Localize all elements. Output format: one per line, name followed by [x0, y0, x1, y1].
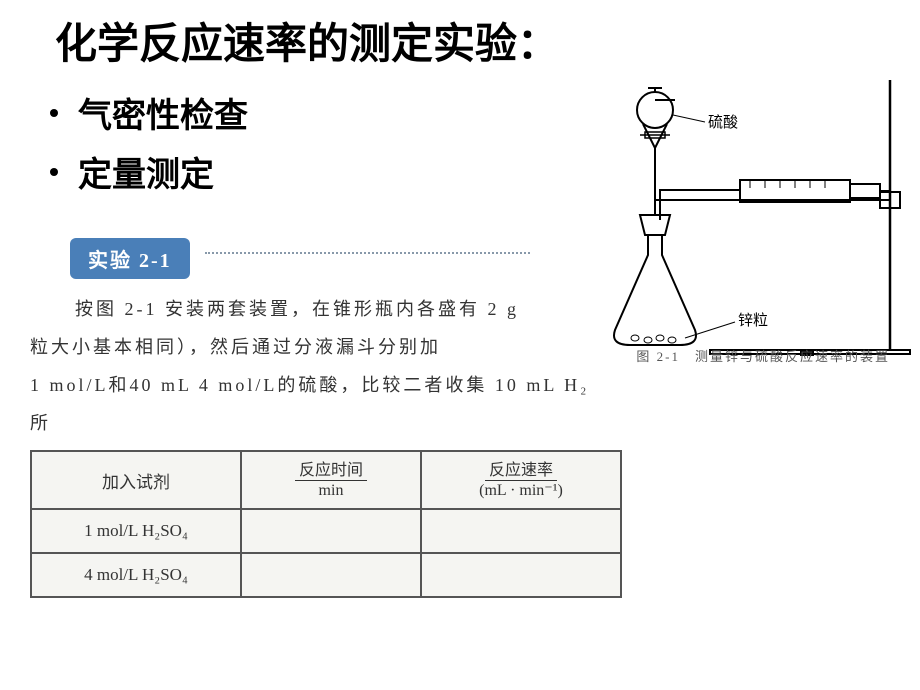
- experiment-badge: 实验 2-1: [70, 238, 190, 279]
- header-rate: 反应速率 (mL · min⁻¹): [421, 451, 621, 509]
- body-line: 按图 2-1 安装两套装置，在锥形瓶内各盛有 2 g: [30, 290, 590, 328]
- header-time: 反应时间 min: [241, 451, 421, 509]
- bullet-dot-icon: [50, 168, 58, 176]
- header-time-top: 反应时间: [295, 461, 367, 481]
- page-title: 化学反应速率的测定实验：: [55, 10, 559, 71]
- apparatus-diagram: 硫酸 锌粒: [540, 60, 920, 370]
- body-line: 粒大小基本相同），然后通过分液漏斗分别加: [30, 328, 590, 366]
- data-table: 加入试剂 反应时间 min 反应速率 (mL · min⁻¹) 1 mol/L …: [30, 450, 622, 598]
- header-rate-top: 反应速率: [485, 461, 557, 481]
- bullet-item: 气密性检查: [40, 88, 248, 137]
- cell-rate: [421, 509, 621, 553]
- body-line: 1 mol/L和40 mL 4 mol/L的硫酸，比较二者收集 10 mL H₂…: [30, 366, 590, 442]
- header-rate-unit: (mL · min⁻¹): [475, 481, 567, 500]
- cell-time: [241, 553, 421, 597]
- dotted-divider: [205, 252, 530, 254]
- label-acid: 硫酸: [708, 114, 738, 131]
- diagram-caption: 图 2-1 测量锌与硫酸反应速率的装置: [636, 346, 890, 365]
- header-reagent: 加入试剂: [31, 451, 241, 509]
- cell-reagent: 1 mol/L H₂SO₄: [31, 509, 241, 553]
- table-row: 4 mol/L H₂SO₄: [31, 553, 621, 597]
- label-zinc: 锌粒: [738, 312, 768, 329]
- cell-time: [241, 509, 421, 553]
- table-header-row: 加入试剂 反应时间 min 反应速率 (mL · min⁻¹): [31, 451, 621, 509]
- bullet-text: 气密性检查: [78, 88, 248, 137]
- bullet-text: 定量测定: [78, 147, 214, 196]
- bullet-item: 定量测定: [40, 147, 248, 196]
- cell-rate: [421, 553, 621, 597]
- bullet-dot-icon: [50, 109, 58, 117]
- bullet-list: 气密性检查 定量测定: [40, 88, 248, 206]
- header-time-unit: min: [315, 481, 348, 500]
- table-row: 1 mol/L H₂SO₄: [31, 509, 621, 553]
- cell-reagent: 4 mol/L H₂SO₄: [31, 553, 241, 597]
